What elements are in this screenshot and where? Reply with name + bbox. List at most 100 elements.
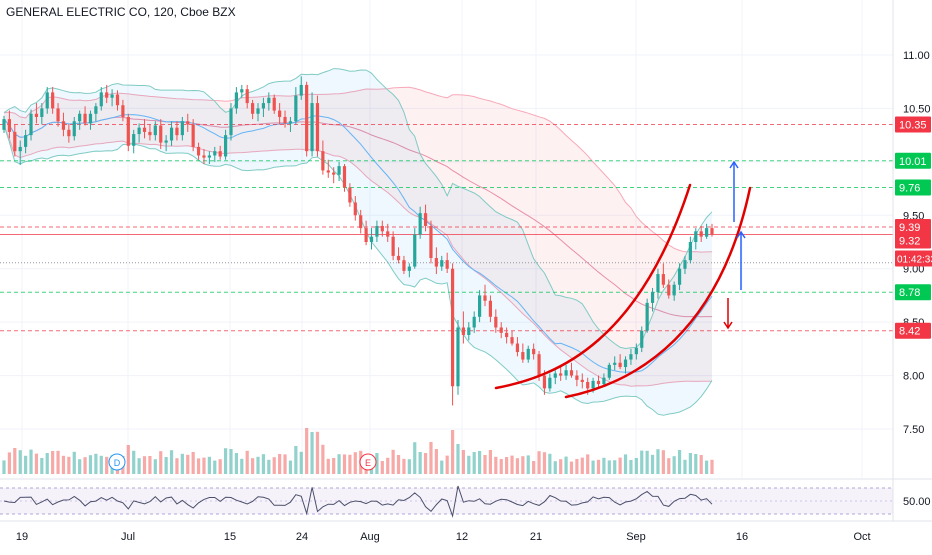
candle: [99, 92, 103, 107]
candle: [407, 266, 411, 271]
volume-bar: [288, 460, 293, 474]
volume-bar: [278, 454, 282, 474]
volume-bar: [472, 452, 476, 474]
volume-bar: [634, 458, 638, 474]
volume-bar: [434, 449, 438, 474]
volume-bar: [494, 456, 498, 474]
volume-bar: [645, 450, 649, 474]
volume-bar: [213, 460, 217, 474]
time-tick-label: 24: [296, 531, 308, 543]
candle: [223, 135, 228, 157]
candle: [656, 274, 660, 293]
candle: [321, 151, 325, 171]
candle: [105, 92, 109, 98]
candle: [2, 119, 6, 130]
volume-bar: [45, 453, 49, 474]
time-tick-label: 21: [530, 531, 542, 543]
candle: [153, 125, 157, 136]
candle: [7, 119, 12, 132]
candle: [148, 131, 152, 136]
volume-bar: [683, 459, 687, 474]
volume-bar: [61, 455, 66, 474]
volume-bar: [423, 453, 428, 474]
candle: [202, 155, 206, 158]
candle: [402, 260, 406, 271]
time-tick-label: 12: [456, 531, 468, 543]
volume-bar: [267, 459, 271, 474]
volume-bar: [391, 449, 395, 474]
candle: [521, 352, 525, 360]
volume-bar: [159, 451, 163, 474]
volume-bar: [483, 455, 487, 474]
volume-bar: [202, 457, 206, 474]
candle: [488, 300, 493, 317]
volume-bar: [218, 459, 222, 474]
volume-bar: [548, 453, 552, 474]
volume-bar: [169, 450, 174, 474]
volume-bar: [704, 460, 709, 474]
volume-bar: [413, 442, 417, 474]
candle: [196, 146, 201, 156]
candle: [213, 151, 217, 156]
time-tick-label: Sep: [626, 531, 646, 543]
candle: [132, 134, 136, 146]
candle: [94, 106, 98, 114]
volume-bar: [396, 455, 401, 474]
time-tick-label: 15: [224, 531, 236, 543]
down-arrow-head: [723, 321, 733, 330]
volume-bar: [342, 454, 347, 474]
volume-bar: [223, 448, 228, 474]
volume-bar: [272, 457, 276, 474]
candle: [569, 370, 574, 376]
fast-band-upper: [3, 68, 713, 350]
candle: [559, 373, 563, 376]
price-tick-label: 9.00: [903, 264, 924, 276]
volume-bar: [299, 451, 303, 474]
volume-bar: [607, 460, 611, 474]
volume-bar: [337, 454, 341, 474]
volume-bar: [613, 460, 617, 474]
candle: [369, 236, 374, 242]
candle: [342, 166, 347, 188]
candle: [650, 292, 655, 303]
candle: [661, 274, 665, 285]
volume-bar: [580, 457, 584, 474]
volume-bar: [623, 454, 628, 474]
volume-bar: [380, 461, 384, 474]
candle: [456, 327, 460, 387]
candle: [645, 302, 649, 331]
candle: [51, 92, 55, 109]
candle: [78, 113, 82, 122]
candle: [272, 97, 276, 111]
candle: [478, 295, 482, 317]
price-tick-label: 8.00: [903, 371, 924, 383]
price-tick-label: 11.00: [903, 50, 930, 62]
volume-bar: [2, 460, 6, 474]
candle: [434, 258, 438, 267]
volume-bar: [542, 452, 547, 474]
volume-bar: [261, 454, 266, 474]
candle: [386, 231, 390, 237]
volume-bar: [694, 454, 698, 474]
volume-bar: [142, 456, 147, 474]
time-tick-label: Aug: [360, 531, 380, 543]
candle: [423, 213, 428, 226]
candle: [445, 260, 449, 269]
volume-bar: [72, 451, 76, 474]
slow-band-upper: [3, 86, 713, 253]
chart-title: GENERAL ELECTRIC CO, 120, Cboe BZX: [6, 5, 236, 19]
candle: [126, 116, 130, 146]
fast-band: [4, 68, 712, 416]
price-tag-label: 9.39: [899, 222, 920, 234]
volume-bar: [305, 428, 309, 474]
candle: [413, 234, 417, 267]
volume-bar: [650, 454, 655, 474]
volume-bar: [710, 459, 714, 474]
candle: [694, 231, 698, 242]
time-tick-label: Oct: [853, 531, 870, 543]
candle: [191, 124, 195, 147]
volume-bar: [180, 453, 184, 474]
price-tag: [895, 284, 931, 301]
volume-bar: [34, 453, 39, 474]
resistance-arc: [494, 183, 692, 390]
